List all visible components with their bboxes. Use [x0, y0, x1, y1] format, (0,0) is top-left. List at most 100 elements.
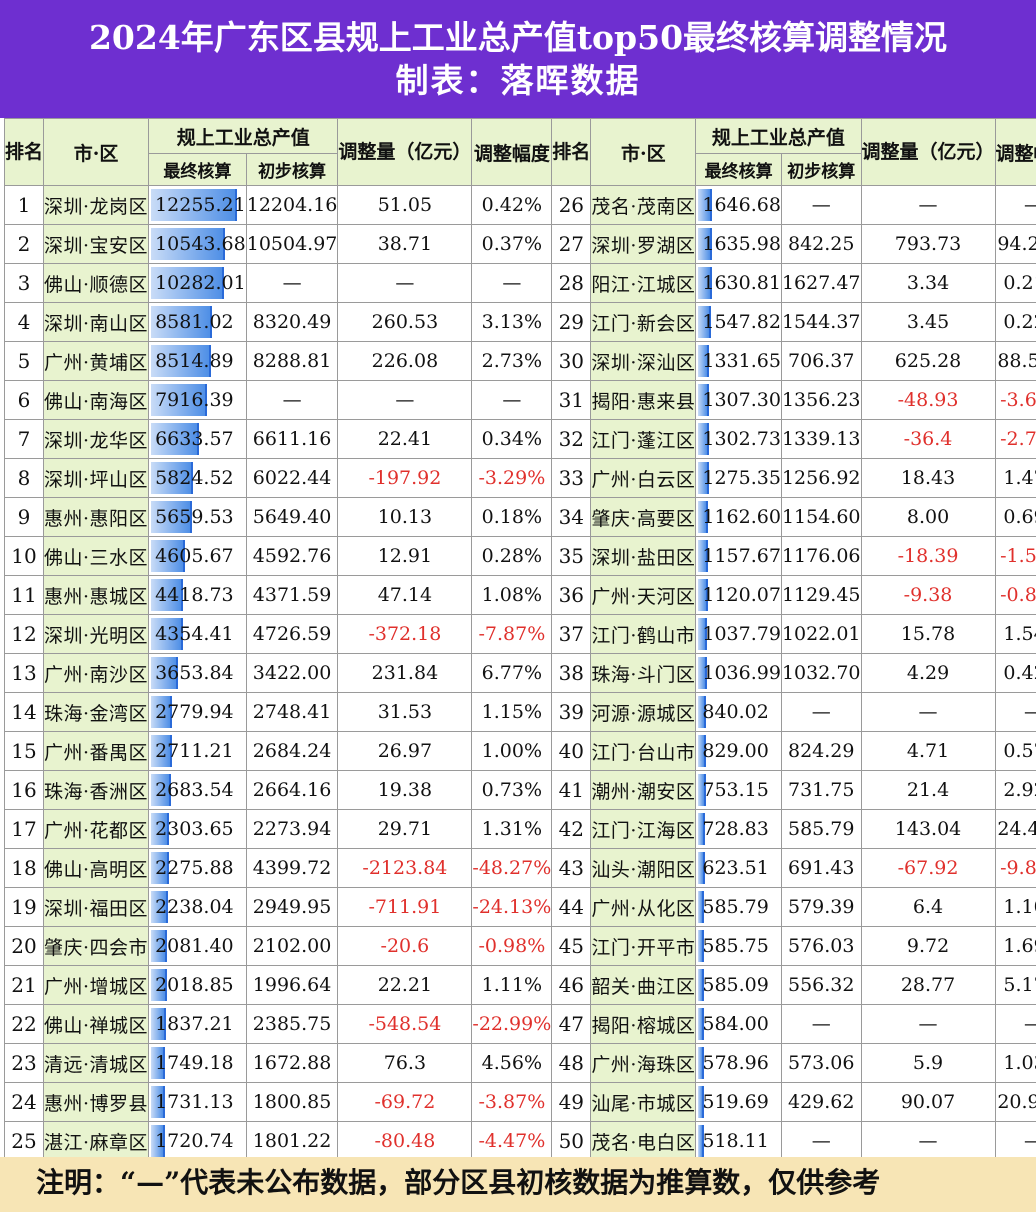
- final-value: 12255.21: [155, 194, 246, 216]
- prelim-cell: 2102.00: [245, 926, 339, 966]
- rank-cell: 41: [551, 770, 592, 810]
- value-bar: [698, 189, 712, 221]
- final-value: 4354.41: [155, 623, 234, 645]
- final-cell: 829.00: [695, 731, 782, 771]
- rank-cell: 22: [3, 1004, 45, 1044]
- adj-pct-cell: 4.56%: [471, 1043, 553, 1083]
- value-bar: [151, 657, 179, 689]
- final-cell: 8581.02: [148, 302, 247, 342]
- adj-amount-cell: 4.29: [860, 653, 996, 693]
- final-value: 578.96: [702, 1052, 769, 1074]
- adj-pct-cell: 20.97%: [994, 1082, 1036, 1122]
- final-cell: 4605.67: [148, 536, 247, 576]
- prelim-cell: 576.03: [780, 926, 862, 966]
- adj-amount-cell: 6.4: [860, 887, 996, 927]
- adj-pct-cell: 0.37%: [471, 224, 553, 264]
- table-row: 23 清远·清城区 1749.18 1672.88 76.3 4.56% 48 广州·海珠区 5…: [3, 1043, 1036, 1083]
- value-bar: [151, 969, 167, 1001]
- rank-cell: 35: [551, 536, 592, 576]
- final-value: 1547.82: [702, 311, 781, 333]
- final-value: 1162.60: [702, 506, 781, 528]
- adj-amount-cell: 21.4: [860, 770, 996, 810]
- rank-cell: 6: [3, 380, 45, 420]
- city-cell: 广州·番禺区: [43, 731, 150, 771]
- final-value: 2303.65: [155, 818, 234, 840]
- adj-amount-cell: -36.4: [860, 419, 996, 459]
- final-value: 5824.52: [155, 467, 234, 489]
- footnote-text: 注明：“—”代表未公布数据，部分区县初核数据为推算数，仅供参考: [36, 1166, 881, 1199]
- adj-amount-cell: 8.00: [860, 497, 996, 537]
- value-bar: [151, 228, 226, 260]
- prelim-cell: 2664.16: [245, 770, 339, 810]
- rank-cell: 3: [3, 263, 45, 303]
- adj-amount-cell: 22.41: [337, 419, 473, 459]
- adj-amount-cell: 12.91: [337, 536, 473, 576]
- adj-amount-cell: —: [860, 692, 996, 732]
- prelim-cell: 1154.60: [780, 497, 862, 537]
- adj-pct-cell: 1.03%: [994, 1043, 1036, 1083]
- value-bar: [698, 267, 712, 299]
- rank-cell: 15: [3, 731, 45, 771]
- adj-pct-cell: 3.13%: [471, 302, 553, 342]
- value-bar: [698, 228, 712, 260]
- adj-pct-cell: -0.83%: [994, 575, 1036, 615]
- value-bar: [151, 891, 169, 923]
- rank-cell: 43: [551, 848, 592, 888]
- prelim-cell: 1544.37: [780, 302, 862, 342]
- value-bar: [698, 930, 705, 962]
- final-cell: 2779.94: [148, 692, 247, 732]
- adj-pct-cell: 24.42%: [994, 809, 1036, 849]
- city-cell: 深圳·福田区: [43, 887, 150, 927]
- prelim-cell: —: [780, 1004, 862, 1044]
- final-value: 4418.73: [155, 584, 234, 606]
- adj-pct-cell: 1.08%: [471, 575, 553, 615]
- final-cell: 1720.74: [148, 1121, 247, 1161]
- final-cell: 12255.21: [148, 185, 247, 225]
- final-cell: 1731.13: [148, 1082, 247, 1122]
- rank-cell: 37: [551, 614, 592, 654]
- adj-amount-cell: 226.08: [337, 341, 473, 381]
- data-table: 排名 市·区 规上工业总产值 调整量（亿元） 调整幅度 排名 市·区 规上工业总…: [3, 118, 1036, 1161]
- adj-pct-cell: -2.72%: [994, 419, 1036, 459]
- adj-amount-cell: 90.07: [860, 1082, 996, 1122]
- adj-amount-cell: -48.93: [860, 380, 996, 420]
- prelim-cell: 2684.24: [245, 731, 339, 771]
- city-cell: 深圳·光明区: [43, 614, 150, 654]
- rank-cell: 40: [551, 731, 592, 771]
- final-value: 1749.18: [155, 1052, 234, 1074]
- adj-amount-cell: 29.71: [337, 809, 473, 849]
- value-bar: [151, 267, 224, 299]
- city-cell: 肇庆·四会市: [43, 926, 150, 966]
- prelim-cell: 8288.81: [245, 341, 339, 381]
- table-row: 25 湛江·麻章区 1720.74 1801.22 -80.48 -4.47% 50 茂名·电…: [3, 1121, 1036, 1161]
- prelim-cell: —: [780, 185, 862, 225]
- final-value: 2275.88: [155, 857, 234, 879]
- prelim-cell: 1339.13: [780, 419, 862, 459]
- city-cell: 揭阳·惠来县: [590, 380, 697, 420]
- final-cell: 1837.21: [148, 1004, 247, 1044]
- city-cell: 佛山·禅城区: [43, 1004, 150, 1044]
- final-cell: 585.79: [695, 887, 782, 927]
- value-bar: [698, 501, 709, 533]
- city-cell: 广州·海珠区: [590, 1043, 697, 1083]
- prelim-header: 初步核算: [780, 153, 862, 186]
- adj-amount-cell: 3.34: [860, 263, 996, 303]
- value-bar: [698, 1125, 704, 1157]
- prelim-cell: 3422.00: [245, 653, 339, 693]
- city-cell: 汕尾·市城区: [590, 1082, 697, 1122]
- adj-amount-cell: —: [860, 1121, 996, 1161]
- rank-cell: 20: [3, 926, 45, 966]
- final-cell: 1331.65: [695, 341, 782, 381]
- adj-pct-cell: 2.73%: [471, 341, 553, 381]
- final-cell: 5824.52: [148, 458, 247, 498]
- final-header: 最终核算: [695, 153, 782, 186]
- final-value: 2711.21: [155, 740, 234, 762]
- adj-pct-cell: -3.87%: [471, 1082, 553, 1122]
- city-cell: 惠州·惠城区: [43, 575, 150, 615]
- rank-cell: 47: [551, 1004, 592, 1044]
- prelim-cell: 12204.16: [245, 185, 339, 225]
- adj-pct-cell: -3.29%: [471, 458, 553, 498]
- city-cell: 深圳·罗湖区: [590, 224, 697, 264]
- rank-cell: 29: [551, 302, 592, 342]
- city-cell: 深圳·盐田区: [590, 536, 697, 576]
